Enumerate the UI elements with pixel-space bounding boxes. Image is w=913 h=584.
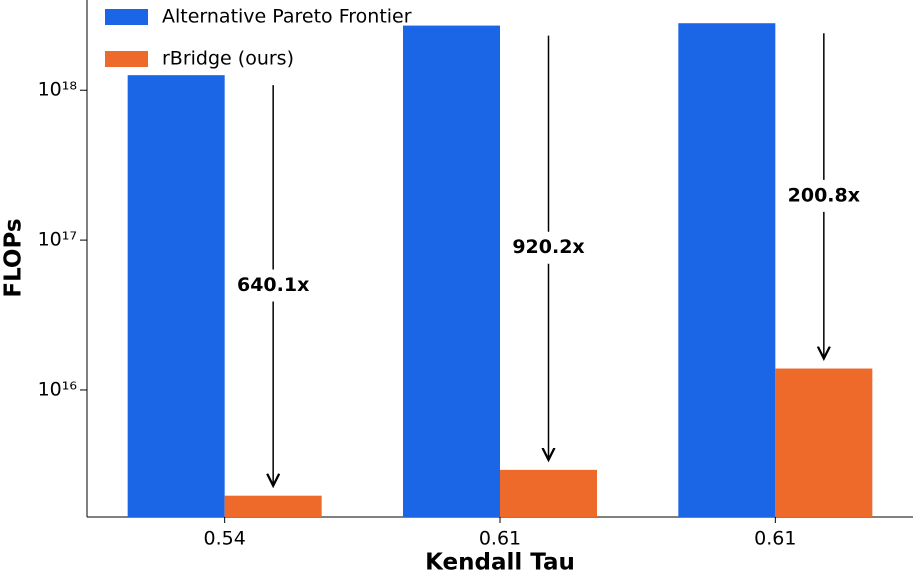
bar — [775, 368, 873, 517]
x-tick-label: 0.54 — [204, 528, 246, 550]
bar — [403, 25, 500, 517]
bar — [127, 75, 225, 518]
legend-label: Alternative Pareto Frontier — [162, 6, 412, 28]
y-tick-label: 10¹⁷ — [38, 229, 77, 251]
x-tick-label: 0.61 — [479, 528, 521, 550]
y-axis-label: FLOPs — [1, 218, 27, 297]
bar — [500, 469, 597, 517]
y-tick-label: 10¹⁸ — [38, 79, 77, 101]
bar — [224, 495, 322, 517]
annotation: 200.8x — [788, 184, 860, 206]
y-tick-label: 10¹⁶ — [38, 378, 77, 400]
annotation: 920.2x — [512, 236, 584, 258]
bar — [678, 23, 776, 517]
legend-swatch — [105, 51, 148, 67]
legend-label: rBridge (ours) — [162, 48, 294, 70]
x-axis-label: Kendall Tau — [425, 550, 575, 576]
annotation: 640.1x — [237, 274, 309, 296]
x-tick-label: 0.61 — [754, 528, 796, 550]
legend-swatch — [105, 9, 148, 25]
